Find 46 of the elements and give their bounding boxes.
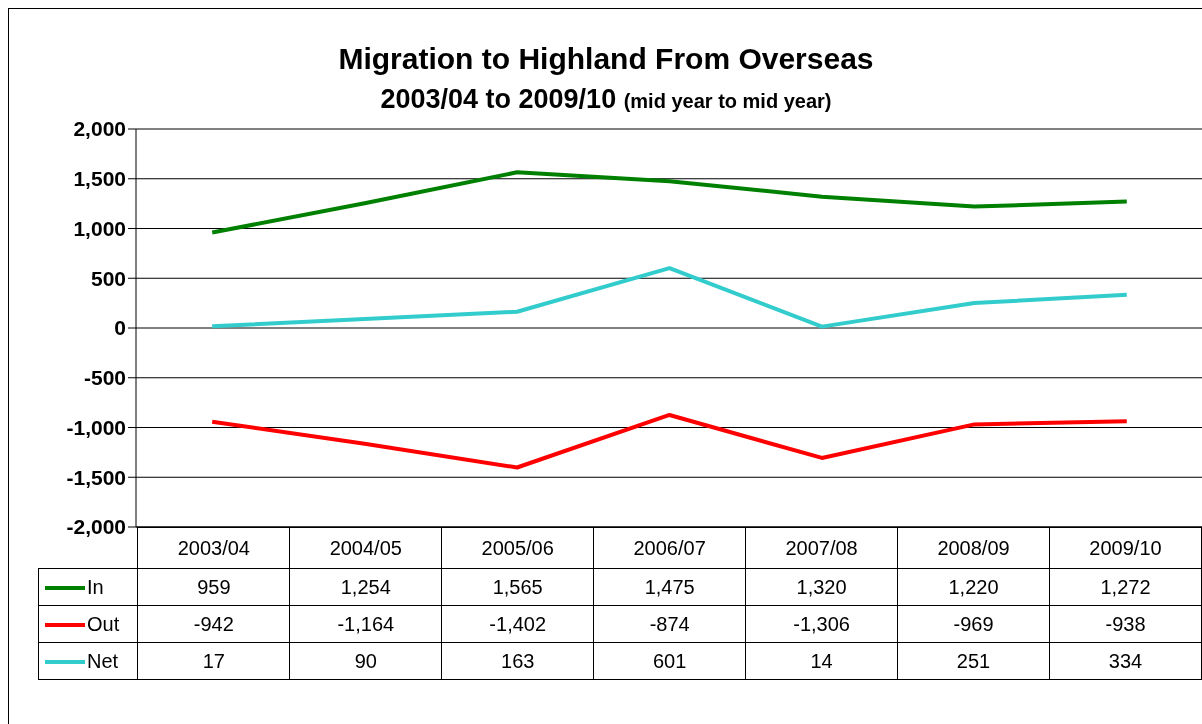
x-tick-label: 2006/07 <box>593 527 746 569</box>
data-label: 1,565 <box>441 568 594 606</box>
x-tick-label: 2009/10 <box>1049 527 1202 569</box>
y-tick-label: -1,500 <box>66 465 126 489</box>
y-tick-label: -500 <box>83 366 126 390</box>
line-series <box>210 266 1129 329</box>
y-tick-label: -1,000 <box>66 415 126 439</box>
data-label: 334 <box>1049 642 1202 680</box>
line-series <box>210 170 1129 235</box>
y-tick-label: 1,500 <box>73 167 126 191</box>
data-label: -1,402 <box>441 605 594 643</box>
x-tick-label: 2004/05 <box>289 527 442 569</box>
data-label: -969 <box>897 605 1050 643</box>
data-label: 1,320 <box>745 568 898 606</box>
chart-subtitle: 2003/04 to 2009/10 <box>380 84 617 114</box>
data-label: 959 <box>137 568 290 606</box>
data-label: 90 <box>289 642 442 680</box>
data-label: 1,272 <box>1049 568 1202 606</box>
y-tick-label: 500 <box>90 266 126 290</box>
data-label: 1,220 <box>897 568 1050 606</box>
data-label: -938 <box>1049 605 1202 643</box>
y-tick-label: 2,000 <box>73 117 126 141</box>
x-tick-label: 2008/09 <box>897 527 1050 569</box>
y-tick-label: 0 <box>114 316 126 340</box>
data-label: -1,164 <box>289 605 442 643</box>
data-label: 1,475 <box>593 568 746 606</box>
data-label: -942 <box>137 605 290 643</box>
y-tick-label: -2,000 <box>66 515 126 539</box>
data-label: -1,306 <box>745 605 898 643</box>
line-series <box>210 412 1129 470</box>
x-tick-label: 2003/04 <box>137 527 290 569</box>
data-label: 601 <box>593 642 746 680</box>
data-label: 17 <box>137 642 290 680</box>
data-label: 14 <box>745 642 898 680</box>
legend-label: Out <box>38 605 138 643</box>
data-label: 1,254 <box>289 568 442 606</box>
data-label: -874 <box>593 605 746 643</box>
legend-label: In <box>38 568 138 606</box>
x-tick-label: 2005/06 <box>441 527 594 569</box>
chart-title: Migration to Highland From Overseas <box>337 41 875 77</box>
data-label: 251 <box>897 642 1050 680</box>
y-tick-label: 1,000 <box>73 216 126 240</box>
legend-label: Net <box>38 642 138 680</box>
x-tick-label: 2007/08 <box>745 527 898 569</box>
text: (mid year to mid year) <box>623 90 832 112</box>
data-label: 163 <box>441 642 594 680</box>
